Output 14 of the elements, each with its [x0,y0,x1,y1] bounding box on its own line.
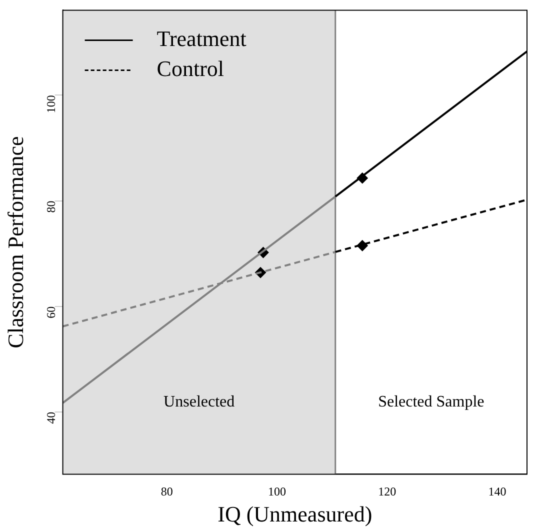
x-tick-label: 80 [160,484,173,499]
y-tick-label: 80 [44,200,58,213]
y-tick-label: 40 [44,412,58,424]
band-label: Unselected [164,393,235,410]
legend-label: Control [156,56,224,81]
x-tick-label: 140 [488,484,506,499]
y-axis-title: Classroom Performance [2,136,28,348]
y-tick-label: 100 [44,95,58,114]
annotation: Selected Sample [378,393,484,410]
y-tick-label: 60 [44,306,58,318]
x-tick-label: 100 [268,484,286,499]
x-tick-label: 120 [378,484,396,499]
x-axis-title: IQ (Unmeasured) [218,502,372,527]
legend-label: Treatment [156,26,246,51]
